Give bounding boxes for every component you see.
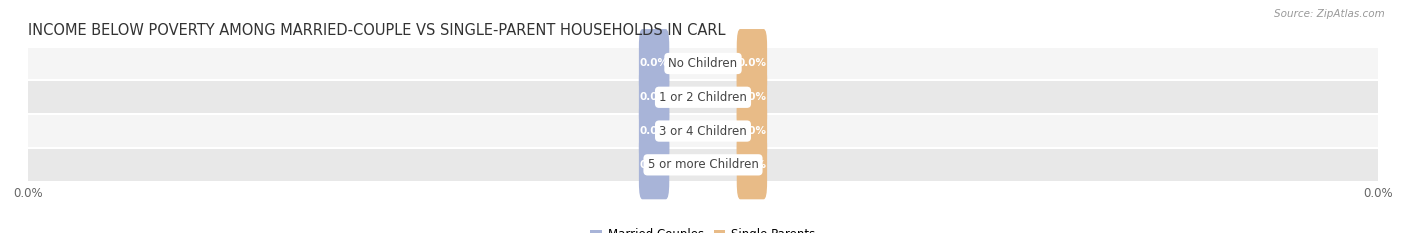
FancyBboxPatch shape: [638, 97, 669, 165]
FancyBboxPatch shape: [638, 130, 669, 199]
Text: 0.0%: 0.0%: [640, 92, 669, 102]
Bar: [28, 80, 1378, 114]
Legend: Married Couples, Single Parents: Married Couples, Single Parents: [586, 224, 820, 233]
Bar: [28, 148, 1378, 182]
Text: 3 or 4 Children: 3 or 4 Children: [659, 125, 747, 137]
Text: 1 or 2 Children: 1 or 2 Children: [659, 91, 747, 104]
Text: 0.0%: 0.0%: [737, 58, 766, 69]
Text: No Children: No Children: [668, 57, 738, 70]
Bar: [28, 47, 1378, 80]
Text: 0.0%: 0.0%: [737, 92, 766, 102]
Text: INCOME BELOW POVERTY AMONG MARRIED-COUPLE VS SINGLE-PARENT HOUSEHOLDS IN CARL: INCOME BELOW POVERTY AMONG MARRIED-COUPL…: [28, 24, 725, 38]
Text: 0.0%: 0.0%: [640, 126, 669, 136]
FancyBboxPatch shape: [737, 63, 768, 132]
Text: Source: ZipAtlas.com: Source: ZipAtlas.com: [1274, 9, 1385, 19]
Text: 0.0%: 0.0%: [737, 160, 766, 170]
Text: 5 or more Children: 5 or more Children: [648, 158, 758, 171]
FancyBboxPatch shape: [737, 130, 768, 199]
Bar: [28, 114, 1378, 148]
FancyBboxPatch shape: [737, 29, 768, 98]
FancyBboxPatch shape: [638, 29, 669, 98]
Text: 0.0%: 0.0%: [737, 126, 766, 136]
Text: 0.0%: 0.0%: [640, 58, 669, 69]
FancyBboxPatch shape: [638, 63, 669, 132]
Text: 0.0%: 0.0%: [640, 160, 669, 170]
FancyBboxPatch shape: [737, 97, 768, 165]
